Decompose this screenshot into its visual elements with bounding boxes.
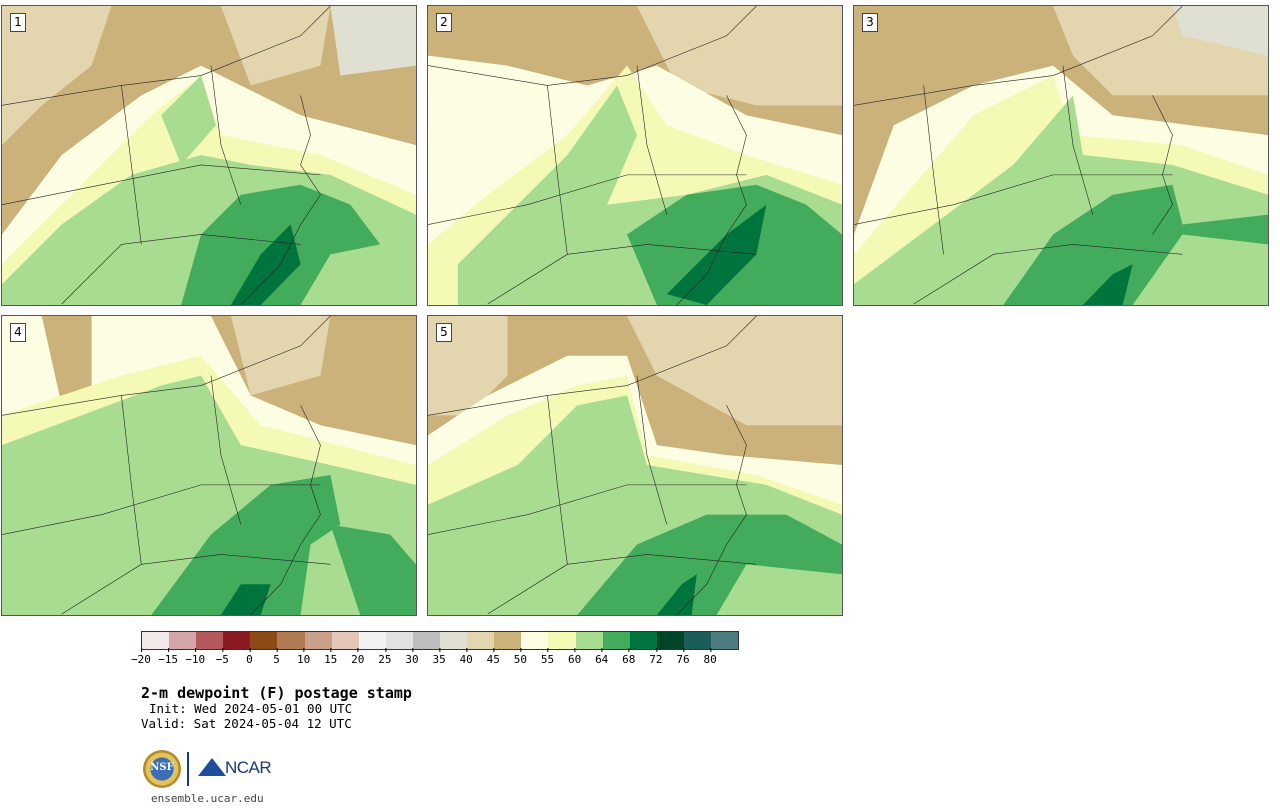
colorbar-swatch [629, 632, 657, 649]
dewpoint-map-2 [428, 6, 842, 305]
colorbar-swatch [440, 632, 468, 649]
colorbar-swatch [412, 632, 441, 649]
colorbar-swatch [683, 632, 711, 649]
colorbar-tick-label: 20 [351, 648, 364, 666]
map-panel-4: 4 [1, 315, 417, 616]
colorbar-tick-label: 55 [541, 648, 554, 666]
panel-number-label: 4 [10, 323, 26, 342]
map-panel-2: 2 [427, 5, 843, 306]
colorbar-swatch [494, 632, 522, 649]
chart-title: 2-m dewpoint (F) postage stamp [141, 684, 412, 702]
ncar-logo-icon [198, 758, 226, 776]
panel-number-label: 1 [10, 13, 26, 32]
colorbar-tick-label: 68 [622, 648, 635, 666]
logo-divider [187, 752, 189, 786]
colorbar-tick-label: 64 [595, 648, 608, 666]
map-panel-3: 3 [853, 5, 1269, 306]
dewpoint-map-1 [2, 6, 416, 305]
colorbar-tick-label: −15 [158, 648, 178, 666]
colorbar-tick-label: −5 [216, 648, 229, 666]
colorbar-swatch [196, 632, 224, 649]
colorbar-swatch [358, 632, 386, 649]
logo-group: NSF NCAR [143, 750, 278, 790]
dewpoint-map-4 [2, 316, 416, 615]
colorbar-swatch [602, 632, 630, 649]
colorbar-swatch [223, 632, 251, 649]
colorbar-tick-label: 60 [568, 648, 581, 666]
colorbar-swatch [250, 632, 278, 649]
colorbar-swatch [169, 632, 197, 649]
colorbar-swatch [575, 632, 603, 649]
colorbar-swatch [331, 632, 359, 649]
colorbar-tick-label: −20 [131, 648, 151, 666]
colorbar-tick-label: 50 [514, 648, 527, 666]
colorbar-tick-label: 15 [324, 648, 337, 666]
colorbar-tick-label: 72 [649, 648, 663, 666]
dewpoint-colorbar [141, 631, 740, 650]
nsf-logo-icon [143, 750, 181, 788]
colorbar-swatch [656, 632, 684, 649]
colorbar-tick-label: 35 [432, 648, 446, 666]
ncar-logo-text: NCAR [225, 758, 272, 777]
colorbar-tick-label: 45 [487, 648, 500, 666]
colorbar-swatch [710, 632, 739, 649]
map-panel-5: 5 [427, 315, 843, 616]
valid-time: Valid: Sat 2024-05-04 12 UTC [141, 716, 352, 731]
colorbar-swatch [385, 632, 413, 649]
colorbar-tick-label: 5 [273, 648, 280, 666]
colorbar-tick-label: −10 [185, 648, 205, 666]
colorbar-tick-label: 80 [703, 648, 717, 666]
init-time: Init: Wed 2024-05-01 00 UTC [149, 701, 353, 716]
colorbar-swatch [521, 632, 549, 649]
nsf-logo-text: NSF [150, 762, 174, 773]
colorbar-swatch [467, 632, 495, 649]
panel-number-label: 5 [436, 323, 452, 342]
dewpoint-map-3 [854, 6, 1268, 305]
colorbar-tick-label: 30 [405, 648, 419, 666]
colorbar-tick-label: 0 [246, 648, 253, 666]
colorbar-swatch [304, 632, 332, 649]
colorbar-tick-label: 10 [297, 648, 310, 666]
colorbar-swatch [142, 632, 170, 649]
panel-number-label: 2 [436, 13, 452, 32]
colorbar-tick-label: 40 [460, 648, 473, 666]
colorbar-tick-label: 76 [676, 648, 690, 666]
panel-number-label: 3 [862, 13, 878, 32]
colorbar-swatch [548, 632, 576, 649]
dewpoint-map-5 [428, 316, 842, 615]
colorbar-swatch [277, 632, 305, 649]
site-url[interactable]: ensemble.ucar.edu [151, 792, 264, 805]
colorbar-tick-label: 25 [378, 648, 392, 666]
map-panel-1: 1 [1, 5, 417, 306]
colorbar-ticks: −20 −15 −10 −5 0 5 10 15 20 25 30 35 40 45 50 55 60 64 68 7… [131, 648, 761, 670]
